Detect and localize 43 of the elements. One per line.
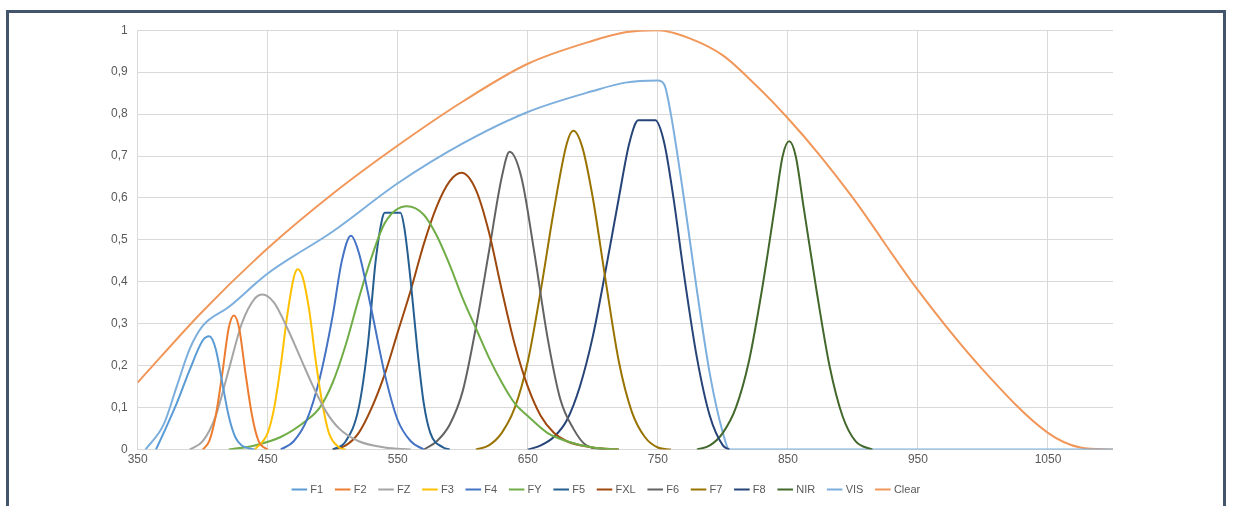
- y-tick-label: 0,8: [110, 106, 128, 121]
- y-tick-label: 0,9: [110, 64, 128, 79]
- y-tick-label: 0,5: [110, 232, 128, 247]
- legend-label: FZ: [397, 482, 411, 495]
- y-tick-label: 0,7: [110, 148, 128, 163]
- line-series: [695, 140, 874, 450]
- line-series: [331, 211, 451, 450]
- legend-label: F4: [484, 482, 498, 495]
- line-series: [253, 268, 347, 450]
- legend-label: FXL: [615, 482, 636, 495]
- line-series: [201, 314, 269, 450]
- line-series: [154, 335, 256, 450]
- y-tick-label: 0,4: [110, 274, 128, 289]
- y-tick-label: 0,1: [110, 399, 128, 414]
- x-tick-label: 550: [387, 452, 409, 467]
- x-tick-label: 850: [777, 452, 799, 467]
- line-series: [188, 293, 412, 450]
- y-tick-label: 0: [120, 441, 128, 456]
- legend-label: VIS: [845, 482, 864, 495]
- y-tick-label: 0,6: [110, 190, 128, 205]
- y-tick-label: 0,3: [110, 316, 128, 331]
- x-tick-label: 650: [517, 452, 539, 467]
- y-tick-label: 0,2: [110, 358, 128, 373]
- x-tick-label: 350: [127, 452, 149, 467]
- x-tick-label: 450: [257, 452, 279, 467]
- line-series: [227, 205, 620, 450]
- x-tick-label: 1050: [1034, 452, 1062, 467]
- x-tick-label: 750: [647, 452, 669, 467]
- legend-label: FY: [527, 482, 543, 495]
- legend-label: F8: [752, 482, 766, 495]
- line-series: [526, 119, 731, 450]
- legend-label: F2: [353, 482, 367, 495]
- legend-label: NIR: [796, 482, 816, 495]
- legend-label: F7: [709, 482, 723, 495]
- x-tick-label: 950: [907, 452, 929, 467]
- y-tick-label: 1: [120, 22, 128, 37]
- legend-label: F5: [572, 482, 586, 495]
- legend-label: F3: [440, 482, 454, 495]
- line-series: [279, 234, 425, 450]
- legend-label: Clear: [893, 482, 921, 495]
- line-series: [474, 129, 672, 450]
- legend-label: F1: [310, 482, 324, 495]
- legend-label: F6: [666, 482, 680, 495]
